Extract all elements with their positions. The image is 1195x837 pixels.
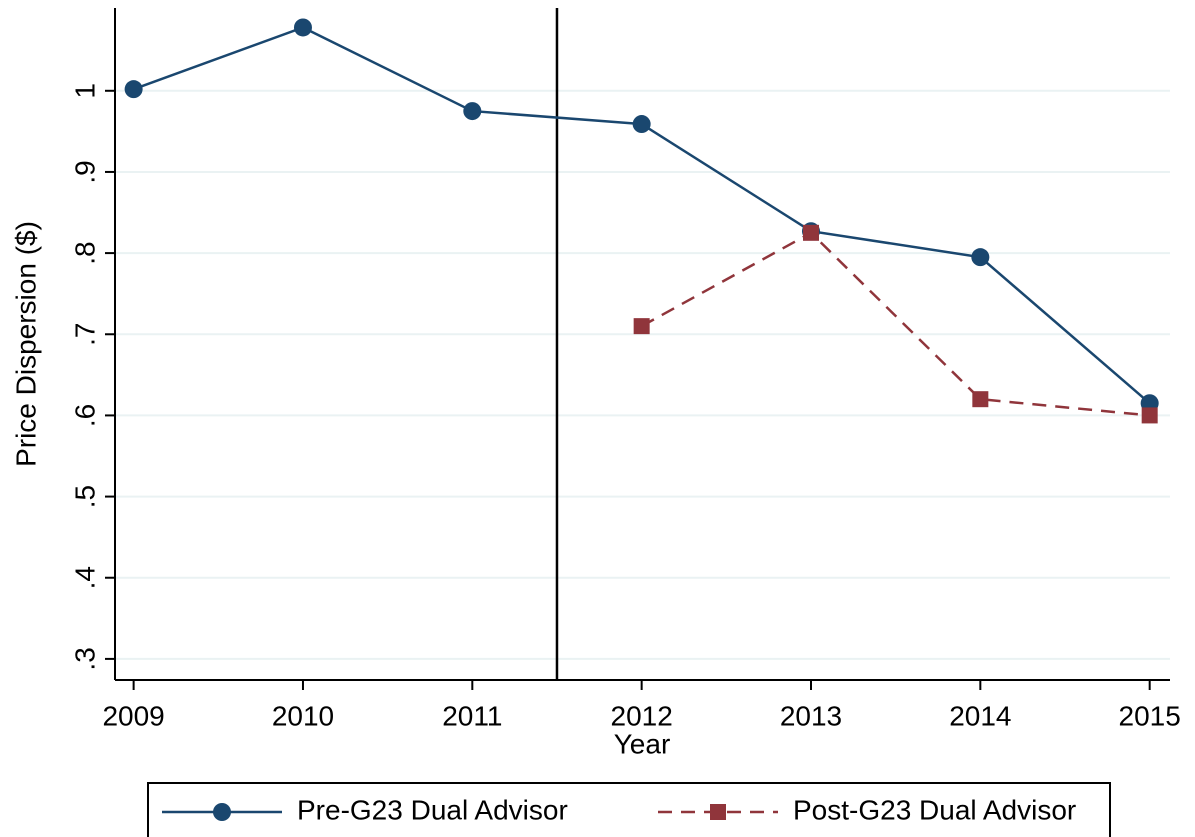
y-tick-label: .7: [69, 323, 100, 346]
x-tick-label: 2012: [611, 700, 673, 731]
series-line: [641, 231, 1150, 417]
x-tick-label: 2014: [949, 700, 1011, 731]
marker: [1141, 407, 1158, 424]
y-axis-title: Price Dispersion ($): [10, 221, 41, 467]
marker: [632, 115, 651, 134]
marker: [463, 102, 482, 121]
marker: [124, 80, 143, 99]
legend-label: Pre-G23 Dual Advisor: [297, 794, 568, 825]
marker: [293, 18, 312, 37]
marker: [972, 391, 989, 408]
legend-box: [147, 782, 1111, 837]
legend-label: Post-G23 Dual Advisor: [793, 794, 1076, 825]
legend-marker: [710, 804, 726, 820]
marker: [971, 248, 990, 267]
legend-marker: [213, 803, 231, 821]
x-tick-label: 2010: [272, 700, 334, 731]
y-tick-label: .4: [69, 566, 100, 589]
y-tick-label: .6: [69, 404, 100, 427]
y-tick-label: .5: [69, 485, 100, 508]
y-tick-label: .3: [69, 647, 100, 670]
x-tick-label: 2009: [102, 700, 164, 731]
x-axis-title: Year: [614, 728, 671, 759]
y-tick-label: .8: [69, 241, 100, 264]
y-tick-label: .9: [69, 160, 100, 183]
marker: [802, 224, 819, 241]
x-tick-label: 2015: [1119, 700, 1181, 731]
x-tick-label: 2013: [780, 700, 842, 731]
x-tick-label: 2011: [442, 700, 502, 731]
y-tick-label: 1: [69, 83, 100, 99]
marker: [633, 318, 650, 335]
